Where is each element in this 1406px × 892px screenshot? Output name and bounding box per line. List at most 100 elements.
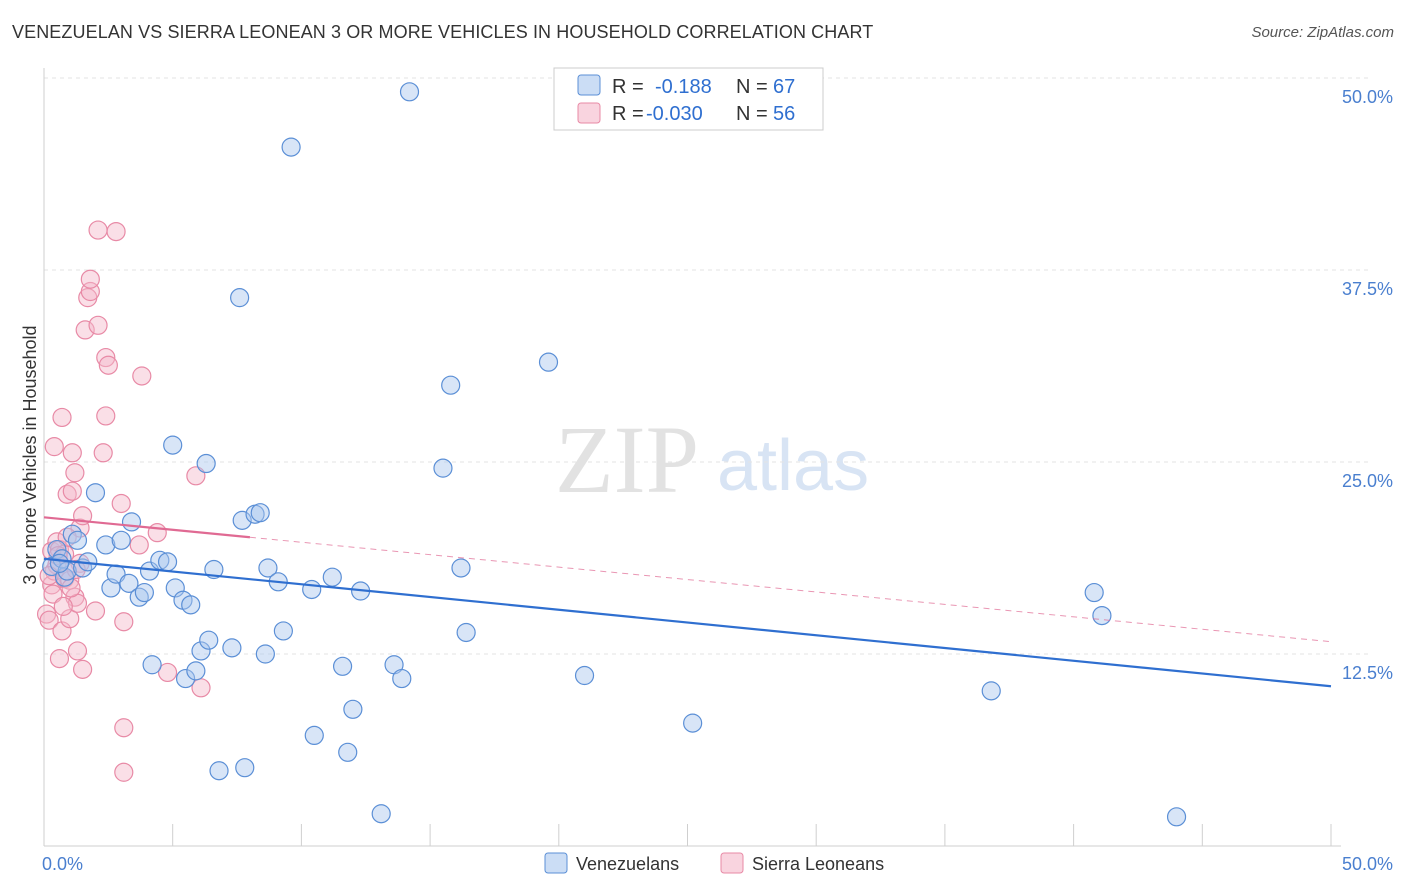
y-tick-label-3: 50.0% [1342,87,1393,107]
sierra-leonean-point-55 [53,596,73,616]
venezuelan-point-58 [456,622,476,643]
series-legend: Venezuelans Sierra Leoneans [544,852,884,874]
y-tick-label-2: 37.5% [1342,279,1393,299]
venezuelan-point-14 [119,573,139,593]
venezuelan-point-49 [343,699,363,719]
bottom-legend-label-venezuelans: Venezuelans [576,854,679,874]
legend-n-label-venezuelans: N = [736,76,768,98]
sierra-leonean-trend-extension [249,536,1332,643]
venezuelan-point-22 [163,435,183,455]
legend-swatch-venezuelans [577,74,601,96]
sierra-leonean-point-46 [157,662,178,683]
venezuelan-point-6 [67,530,88,550]
sierra-leonean-point-41 [114,718,134,738]
venezuelan-point-61 [683,713,703,733]
venezuelan-point-21 [157,552,178,572]
sierra-leonean-point-40 [114,612,134,632]
watermark-zip: ZIP [555,406,699,513]
venezuelan-point-13 [111,530,131,550]
sierra-leonean-point-32 [88,220,108,240]
legend-n-value-sierra-leoneans: 56 [773,103,795,125]
y-tick-label-1: 25.0% [1342,471,1393,491]
venezuelan-point-32 [209,761,229,781]
venezuelan-point-33 [222,638,242,658]
trend-lines [43,516,1332,688]
sierra-leonean-point-42 [114,762,134,782]
sierra-leonean-trend-line [43,516,251,539]
venezuelan-point-65 [1166,807,1187,827]
venezuelan-point-46 [322,567,342,587]
venezuelan-point-29 [196,453,216,474]
sierra-leonean-point-45 [147,523,167,543]
venezuelan-point-27 [186,661,206,681]
venezuelan-point-64 [1092,605,1112,626]
sierra-leonean-point-31 [85,601,106,621]
venezuelan-point-25 [175,668,196,689]
legend-n-value-venezuelans: 67 [773,76,795,98]
bottom-legend-swatch-sierra-leoneans [720,852,744,874]
sierra-leonean-point-25 [73,659,93,679]
venezuelan-point-38 [250,503,270,523]
sierra-leonean-point-16 [60,609,80,629]
sierra-leonean-point-43 [129,535,149,555]
y-axis-title: 3 or more Vehicles in Household [20,325,40,584]
sierra-leonean-point-9 [49,649,70,669]
sierra-leonean-point-1 [39,610,59,630]
x-tick-labels: 0.0% 50.0% [42,854,1393,874]
sierra-leonean-point-30 [80,269,100,289]
sierra-leonean-point-35 [96,406,116,426]
venezuelan-point-31 [204,559,224,580]
venezuelan-point-5 [62,524,82,544]
venezuelan-point-30 [199,630,219,650]
venezuelan-point-17 [134,582,154,603]
venezuelan-point-36 [235,758,255,778]
grid-lines [44,77,1371,655]
chart-title: VENEZUELAN VS SIERRA LEONEAN 3 OR MORE V… [12,22,874,42]
venezuelan-point-56 [441,375,461,395]
sierra-leonean-point-17 [62,481,82,501]
sierra-leonean-point-33 [88,315,108,335]
sierra-leonean-point-44 [132,366,152,386]
sierra-leonean-point-47 [186,466,206,486]
legend-n-label-sierra-leoneans: N = [736,103,768,125]
venezuelan-point-34 [230,288,250,308]
venezuelan-point-40 [258,558,278,578]
legend-r-label-venezuelans: R = [612,76,644,98]
sierra-leonean-point-10 [52,407,72,428]
sierra-leonean-point-38 [106,222,126,242]
sierra-leonean-point-36 [96,347,116,368]
venezuelan-trend-line [43,557,1332,688]
venezuelan-point-48 [338,742,358,762]
venezuelan-point-42 [273,621,293,641]
sierra-leonean-point-27 [75,320,95,340]
sierra-leonean-point-22 [67,641,88,661]
legend-r-value-venezuelans: -0.188 [655,76,712,98]
sierra-leonean-point-23 [70,518,90,538]
venezuelan-point-62 [981,681,1001,701]
source-attribution: Source: ZipAtlas.com [1251,24,1394,41]
sierra-leonean-point-51 [43,584,63,604]
venezuelan-point-9 [85,483,106,503]
venezuelan-point-55 [433,458,453,478]
venezuelan-point-10 [96,535,116,555]
venezuelan-point-45 [304,725,324,746]
venezuelan-point-60 [574,665,595,686]
venezuelan-point-57 [451,558,471,578]
sierra-leonean-point-39 [111,493,131,514]
venezuelan-point-66 [49,553,70,573]
sierra-leonean-point-14 [57,484,77,504]
watermark: ZIP atlas [555,406,869,513]
x-tick-label-0: 0.0% [42,854,83,874]
sierra-leonean-point-5 [44,437,64,457]
venezuelan-point-53 [392,668,412,689]
axes [43,68,1341,847]
sierra-leonean-points [36,220,211,782]
y-tick-labels: 12.5% 25.0% 37.5% 50.0% [1342,87,1393,683]
legend-r-label-sierra-leoneans: R = [612,103,644,125]
venezuelan-point-63 [1084,582,1104,603]
venezuelan-point-44 [302,579,322,600]
venezuelan-point-26 [181,595,201,615]
watermark-atlas: atlas [717,426,869,506]
bottom-legend-label-sierra-leoneans: Sierra Leoneans [752,854,884,874]
